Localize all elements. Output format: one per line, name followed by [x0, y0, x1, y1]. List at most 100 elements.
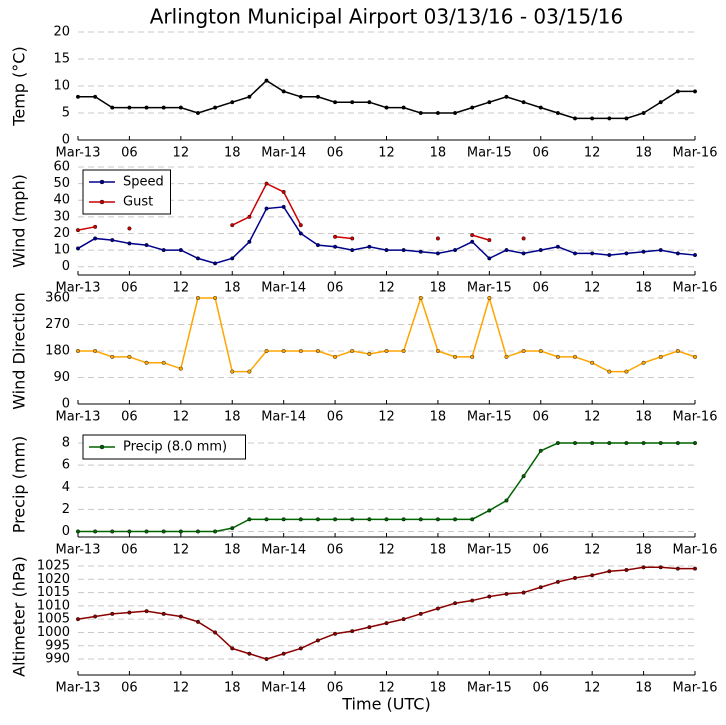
- data-point: [418, 517, 423, 522]
- x-tick-label: 18: [635, 681, 652, 696]
- y-tick-label: 20: [53, 226, 70, 241]
- data-point: [281, 651, 286, 656]
- data-point: [384, 248, 389, 253]
- data-point: [144, 609, 149, 614]
- data-point: [230, 256, 235, 261]
- data-point: [247, 517, 252, 522]
- data-point: [264, 206, 269, 211]
- data-point: [624, 251, 629, 256]
- x-tick-label: 06: [532, 410, 549, 425]
- data-point: [504, 354, 509, 359]
- data-point: [281, 89, 286, 94]
- data-point: [110, 354, 115, 359]
- data-point: [435, 517, 440, 522]
- x-tick-label: 12: [173, 146, 190, 161]
- data-point: [504, 498, 509, 503]
- data-point: [418, 110, 423, 115]
- y-tick-label: 2: [62, 502, 70, 517]
- data-point: [624, 567, 629, 572]
- data-point: [264, 657, 269, 662]
- x-tick-label: 18: [635, 281, 652, 296]
- y-tick-label: 8: [62, 436, 70, 451]
- data-point: [453, 354, 458, 359]
- data-point: [110, 611, 115, 616]
- data-point: [641, 249, 646, 254]
- data-point: [75, 617, 80, 622]
- x-tick-label: Mar-16: [673, 281, 718, 296]
- x-tick-label: 06: [121, 543, 138, 558]
- y-tick-label: 60: [53, 160, 70, 175]
- y-tick-label: 1025: [37, 558, 70, 573]
- data-point: [675, 251, 680, 256]
- x-tick-label: Mar-15: [467, 146, 512, 161]
- data-point: [538, 585, 543, 590]
- data-point: [401, 248, 406, 253]
- data-point: [127, 241, 132, 246]
- x-tick-label: Mar-13: [56, 146, 101, 161]
- data-point: [607, 569, 612, 574]
- y-tick-label: 0: [62, 133, 70, 148]
- legend-label: Precip (8.0 mm): [123, 440, 227, 455]
- data-point: [538, 105, 543, 110]
- data-point: [333, 354, 338, 359]
- legend-label: Gust: [123, 195, 153, 210]
- data-point: [384, 349, 389, 354]
- x-tick-label: 06: [532, 681, 549, 696]
- data-point: [453, 248, 458, 253]
- data-point: [230, 526, 235, 531]
- data-point: [555, 354, 560, 359]
- chart-title: Arlington Municipal Airport 03/13/16 - 0…: [150, 5, 623, 29]
- data-point: [693, 441, 698, 446]
- data-point: [521, 236, 526, 241]
- x-tick-label: Mar-13: [56, 410, 101, 425]
- data-point: [470, 598, 475, 603]
- x-tick-label: 12: [173, 681, 190, 696]
- data-point: [161, 360, 166, 365]
- data-point: [573, 354, 578, 359]
- data-point: [384, 517, 389, 522]
- data-point: [144, 360, 149, 365]
- x-tick-label: Mar-14: [261, 681, 306, 696]
- x-tick-label: 06: [532, 281, 549, 296]
- y-axis-label: Wind Direction: [10, 292, 29, 410]
- x-tick-label: 12: [378, 543, 395, 558]
- data-point: [367, 100, 372, 105]
- data-point: [487, 296, 492, 301]
- legend-marker: [99, 444, 105, 450]
- data-point: [195, 296, 200, 301]
- data-point: [607, 116, 612, 121]
- x-tick-label: 06: [327, 410, 344, 425]
- x-tick-label: 06: [327, 146, 344, 161]
- data-point: [607, 253, 612, 258]
- data-point: [298, 94, 303, 99]
- y-tick-label: 995: [45, 638, 70, 653]
- data-point: [230, 223, 235, 228]
- data-point: [93, 94, 98, 99]
- data-point: [333, 100, 338, 105]
- data-point: [350, 236, 355, 241]
- data-point: [333, 234, 338, 239]
- y-tick-label: 0: [62, 259, 70, 274]
- data-point: [247, 651, 252, 656]
- data-point: [350, 248, 355, 253]
- x-tick-label: Mar-16: [673, 681, 718, 696]
- data-point: [487, 256, 492, 261]
- x-tick-label: 12: [584, 410, 601, 425]
- data-point: [470, 517, 475, 522]
- data-point: [127, 226, 132, 231]
- data-point: [178, 248, 183, 253]
- data-point: [230, 646, 235, 651]
- data-point: [247, 239, 252, 244]
- x-tick-label: Mar-14: [261, 543, 306, 558]
- y-tick-label: 1010: [37, 598, 70, 613]
- data-point: [144, 529, 149, 534]
- data-point: [247, 94, 252, 99]
- data-point: [590, 251, 595, 256]
- data-point: [264, 181, 269, 186]
- data-point: [573, 441, 578, 446]
- data-point: [504, 591, 509, 596]
- data-point: [435, 236, 440, 241]
- x-tick-label: Mar-16: [673, 146, 718, 161]
- x-tick-label: 18: [430, 281, 447, 296]
- data-point: [573, 251, 578, 256]
